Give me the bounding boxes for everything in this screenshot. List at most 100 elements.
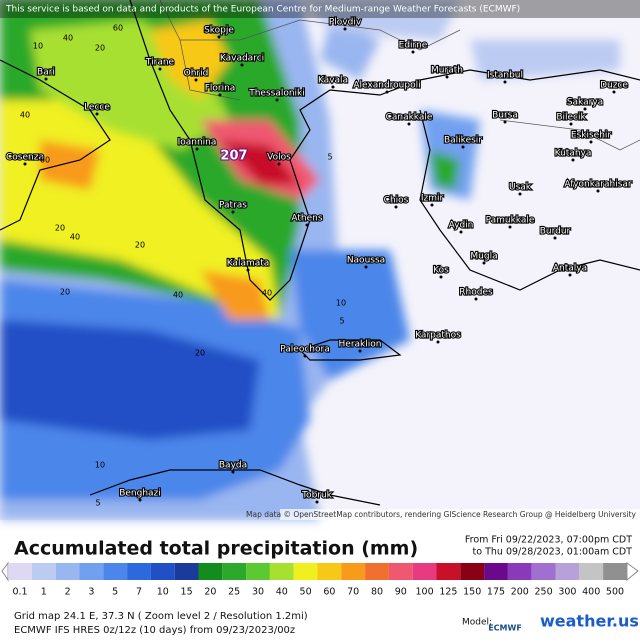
city-dot — [445, 75, 449, 79]
city-label: Athens — [291, 214, 322, 224]
coastlines — [0, 0, 640, 506]
city-dot — [277, 162, 281, 166]
city-label: Bursa — [492, 111, 518, 121]
scale-label: 7 — [136, 587, 142, 598]
city-label: Heraklion — [339, 340, 382, 350]
city-label: Thessaloniki — [248, 89, 305, 99]
city-label: Kavala — [318, 76, 348, 86]
scale-label: 2 — [65, 587, 71, 598]
city-label: Ioannina — [178, 138, 217, 148]
scale-label: 500 — [606, 587, 624, 598]
city-dot — [305, 223, 309, 227]
contour-label: 40 — [262, 289, 272, 298]
scale-swatch — [436, 563, 461, 580]
scale-swatch — [484, 563, 508, 580]
contour-label: 10 — [95, 461, 105, 470]
city-label: Bilecik — [556, 113, 586, 123]
city-label: Kos — [433, 266, 449, 276]
contour-label: 5 — [327, 153, 332, 162]
scale-swatch — [531, 563, 556, 580]
scale-swatch — [150, 563, 175, 580]
city-label: Antalya — [553, 264, 587, 274]
city-label: Alexandroupoli — [353, 81, 420, 91]
city-label: Edirne — [399, 41, 428, 51]
scale-label: 40 — [276, 587, 288, 598]
contour-label: 40 — [70, 233, 80, 242]
city-dot — [439, 275, 443, 279]
city-dot — [138, 498, 142, 502]
scale-swatch — [365, 563, 389, 580]
city-label: Izmir — [421, 194, 444, 204]
city-dot — [195, 147, 199, 151]
city-dot — [231, 470, 235, 474]
contour-label: 10 — [33, 42, 43, 51]
city-label: Plovdiv — [329, 18, 362, 28]
city-dot — [44, 77, 48, 81]
legend-title: Accumulated total precipitation (mm) — [14, 538, 418, 560]
city-label: Skopje — [204, 26, 234, 36]
scale-swatch — [79, 563, 104, 580]
city-dot — [217, 35, 221, 39]
city-label: Tobruk — [301, 491, 333, 501]
scale-label: 90 — [395, 587, 407, 598]
city-dot — [331, 85, 335, 89]
city-dot — [231, 210, 235, 214]
city-dot — [474, 297, 478, 301]
scale-label: 0.1 — [12, 587, 27, 598]
scale-swatch — [388, 563, 413, 580]
city-dot — [394, 205, 398, 209]
scale-label: 70 — [347, 587, 359, 598]
city-dot — [343, 27, 347, 31]
city-dot — [568, 273, 572, 277]
attribution: Map data © OpenStreetMap contributors, r… — [246, 510, 637, 519]
scale-swatch — [127, 563, 151, 580]
city-dot — [583, 107, 587, 111]
scale-swatch — [269, 563, 294, 580]
city-label: Istanbul — [487, 71, 523, 81]
contour-label: 60 — [40, 156, 50, 165]
city-dot — [518, 192, 522, 196]
city-label: Lecce — [84, 103, 110, 113]
city-label: Sakarya — [567, 98, 603, 108]
city-dot — [275, 98, 279, 102]
scale-label: 80 — [371, 587, 383, 598]
map — [0, 0, 640, 520]
city-label: Naoussa — [347, 256, 385, 266]
scale-label: 5 — [112, 587, 118, 598]
contour-label: 20 — [95, 44, 105, 53]
city-label: Kutahya — [555, 149, 592, 159]
scale-swatch — [603, 563, 627, 580]
city-dot — [503, 120, 507, 124]
city-dot — [553, 236, 557, 240]
scale-swatch — [31, 563, 56, 580]
city-dot — [508, 225, 512, 229]
scale-label: 15 — [181, 587, 193, 598]
grid-info: Grid map 24.1 E, 37.3 N ( Zoom level 2 /… — [14, 611, 308, 622]
scale-swatch — [293, 563, 318, 580]
scale-swatch — [8, 563, 32, 580]
max-label: 207 — [220, 149, 247, 164]
scale-swatch — [412, 563, 437, 580]
city-dot — [589, 140, 593, 144]
city-dot — [430, 203, 434, 207]
contour-label: 20 — [60, 288, 70, 297]
city-label: Ohrid — [184, 69, 209, 79]
city-label: Murath — [431, 66, 463, 76]
contour-label: 10 — [336, 299, 346, 308]
city-label: Canakkale — [386, 113, 433, 123]
period-from: From Fri 09/22/2023, 07:00pm CDT — [465, 535, 632, 546]
contour-label: 5 — [339, 317, 344, 326]
ecmwf-logo: ECMWF — [488, 624, 522, 633]
scale-label: 50 — [300, 587, 312, 598]
city-label: Aydin — [449, 221, 474, 231]
city-dot — [358, 349, 362, 353]
city-dot — [461, 145, 465, 149]
city-dot — [315, 500, 319, 504]
model-label: Model: — [462, 618, 492, 628]
attribution-bg — [280, 509, 640, 520]
scale-label: 200 — [511, 587, 529, 598]
city-label: Mugla — [470, 252, 497, 262]
scale-swatch — [555, 563, 580, 580]
city-label: Rhodes — [459, 288, 493, 298]
contour-label: 20 — [55, 224, 65, 233]
